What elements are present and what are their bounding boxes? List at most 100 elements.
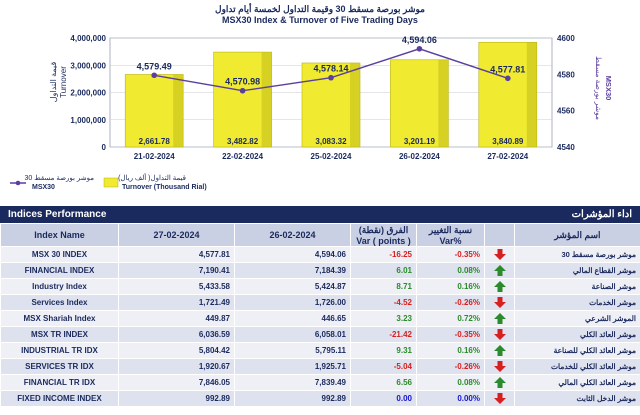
value-date1-cell: 449.87 <box>118 310 235 327</box>
turnover-bar-shade <box>526 42 537 147</box>
index-name-ar-cell: موشر العائد الكلي المالي <box>514 374 640 391</box>
value-date1-cell: 7,846.05 <box>118 374 235 391</box>
table-row: MSX 30 INDEX 4,577.81 4,594.06 -16.25 -0.35%… <box>0 246 640 263</box>
turnover-index-chart: موشر بورصة مسقط 30 وقيمة التداول لخمسة أ… <box>10 2 613 191</box>
legend-bar-label: Turnover (Thousand Rial) <box>122 184 207 191</box>
header-var-points: الفرق (نقطة) Var ( points ) <box>350 223 417 247</box>
msx30-point-label: 4,579.49 <box>137 61 172 71</box>
arrow-up-icon <box>493 377 506 388</box>
index-name-ar-cell: موشر العائد الكلي للصناعة <box>514 342 640 359</box>
arrow-down-icon <box>493 249 506 260</box>
turnover-bar-labels: 2,661.78 3,482.82 3,083.32 3,201.19 3,840.89 <box>139 137 524 146</box>
index-name-ar-cell: موشر بورصة مسقط 30 <box>514 246 640 263</box>
trend-cell <box>484 358 515 375</box>
turnover-bar-label: 3,840.89 <box>492 137 524 146</box>
header-var-points-ar: الفرق (نقطة) <box>358 224 409 235</box>
chart-axes: 0 1,000,000 2,000,000 3,000,000 4,000,000 454… <box>70 34 575 161</box>
index-name-cell: MSX TR INDEX <box>0 326 119 343</box>
arrow-up-icon <box>493 345 506 356</box>
turnover-bar-label: 3,083.32 <box>315 137 347 146</box>
table-row: FINANCIAL INDEX 7,190.41 7,184.39 6.01 0.08%… <box>0 262 640 279</box>
msx30-point-label: 4,570.98 <box>225 77 260 87</box>
legend-line-label-ar: موشر بورصة مسقط 30 <box>24 174 94 182</box>
var-pct-cell: 0.08% <box>416 374 485 391</box>
msx30-point <box>505 75 511 82</box>
msx30-point <box>416 45 423 52</box>
var-pct-cell: -0.26% <box>416 358 485 375</box>
legend-line-marker <box>15 180 21 186</box>
indices-performance-title-bar: Indices Performance اداء المؤشرات <box>0 206 640 223</box>
header-var-points-en: Var ( points ) <box>356 235 411 246</box>
table-row: FIXED INCOME INDEX 992.89 992.89 0.00 0.00% م… <box>0 390 640 407</box>
index-name-cell: Services Index <box>0 294 119 311</box>
value-date2-cell: 7,839.49 <box>234 374 351 391</box>
x-tick-label: 25-02-2024 <box>311 152 352 161</box>
var-points-cell: -4.52 <box>350 294 417 311</box>
index-name-cell: FINANCIAL INDEX <box>0 262 119 279</box>
var-points-cell: 6.56 <box>350 374 417 391</box>
var-pct-cell: -0.35% <box>416 246 485 263</box>
arrow-down-icon <box>493 393 506 404</box>
msx30-point <box>328 74 334 81</box>
value-date2-cell: 5,424.87 <box>234 278 351 295</box>
trend-cell <box>484 342 515 359</box>
table-row: Services Index 1,721.49 1,726.00 -4.52 -0.26… <box>0 294 640 311</box>
left-tick-label: 3,000,000 <box>70 61 106 70</box>
left-tick-label: 0 <box>102 143 107 152</box>
header-trend <box>484 223 515 247</box>
header-date1: 27-02-2024 <box>118 223 235 247</box>
right-tick-label: 4600 <box>557 34 575 43</box>
right-axis-label-ar: موشر بورصة مسقط <box>594 56 603 120</box>
index-name-cell: MSX Shariah Index <box>0 310 119 327</box>
msx30-line-series: 4,579.49 4,570.98 4,578.14 4,594.06 4,577.81 <box>137 35 525 94</box>
var-points-cell: 3.23 <box>350 310 417 327</box>
turnover-bar-shade <box>350 62 360 147</box>
turnover-bar-shade <box>173 74 184 147</box>
left-tick-label: 4,000,000 <box>70 34 106 43</box>
index-name-cell: FIXED INCOME INDEX <box>0 390 119 407</box>
chart-area: موشر بورصة مسقط 30 وقيمة التداول لخمسة أ… <box>0 0 640 204</box>
indices-table-body: MSX 30 INDEX 4,577.81 4,594.06 -16.25 -0.35%… <box>0 246 640 407</box>
legend-line-label: MSX30 <box>32 184 55 191</box>
var-points-cell: -16.25 <box>350 246 417 263</box>
chart-title: MSX30 Index & Turnover of Five Trading D… <box>222 15 418 25</box>
table-row: SERVICES TR IDX 1,920.67 1,925.71 -5.04 -0.2… <box>0 358 640 375</box>
legend: موشر بورصة مسقط 30 MSX30 قيمة التداول( أ… <box>10 172 207 191</box>
value-date2-cell: 1,726.00 <box>234 294 351 311</box>
value-date1-cell: 6,036.59 <box>118 326 235 343</box>
table-row: MSX Shariah Index 449.87 446.65 3.23 0.72% ال… <box>0 310 640 327</box>
turnover-bar-label: 3,201.19 <box>404 137 436 146</box>
value-date2-cell: 6,058.01 <box>234 326 351 343</box>
var-pct-cell: 0.16% <box>416 342 485 359</box>
left-axis-label: Turnover <box>59 66 68 98</box>
var-points-cell: 8.71 <box>350 278 417 295</box>
trend-cell <box>484 278 515 295</box>
value-date1-cell: 4,577.81 <box>118 246 235 263</box>
x-tick-label: 26-02-2024 <box>399 152 440 161</box>
arrow-up-icon <box>493 281 506 292</box>
var-points-cell: 6.01 <box>350 262 417 279</box>
var-points-cell: -21.42 <box>350 326 417 343</box>
table-row: INDUSTRIAL TR IDX 5,804.42 5,795.11 9.31 0.1… <box>0 342 640 359</box>
value-date1-cell: 5,804.42 <box>118 342 235 359</box>
x-tick-label: 21-02-2024 <box>134 152 175 161</box>
index-name-cell: INDUSTRIAL TR IDX <box>0 342 119 359</box>
index-name-ar-cell: موشر الدخل الثابت <box>514 390 640 407</box>
value-date2-cell: 1,925.71 <box>234 358 351 375</box>
header-date2: 26-02-2024 <box>234 223 351 247</box>
turnover-bar-shade <box>438 59 449 147</box>
indices-performance-title-ar: اداء المؤشرات <box>571 209 632 220</box>
var-points-cell: 9.31 <box>350 342 417 359</box>
var-pct-cell: -0.26% <box>416 294 485 311</box>
table-header-row: Index Name 27-02-2024 26-02-2024 الفرق (… <box>0 223 640 247</box>
index-name-cell: MSX 30 INDEX <box>0 246 119 263</box>
turnover-bar-shade <box>261 52 272 147</box>
table-row: FINANCIAL TR IDX 7,846.05 7,839.49 6.56 0.08… <box>0 374 640 391</box>
value-date1-cell: 5,433.58 <box>118 278 235 295</box>
turnover-bar-label: 2,661.78 <box>139 137 171 146</box>
var-points-cell: 0.00 <box>350 390 417 407</box>
index-name-cell: SERVICES TR IDX <box>0 358 119 375</box>
trend-cell <box>484 294 515 311</box>
index-name-ar-cell: موشر العائد الكلي للخدمات <box>514 358 640 375</box>
right-tick-label: 4560 <box>557 107 575 116</box>
